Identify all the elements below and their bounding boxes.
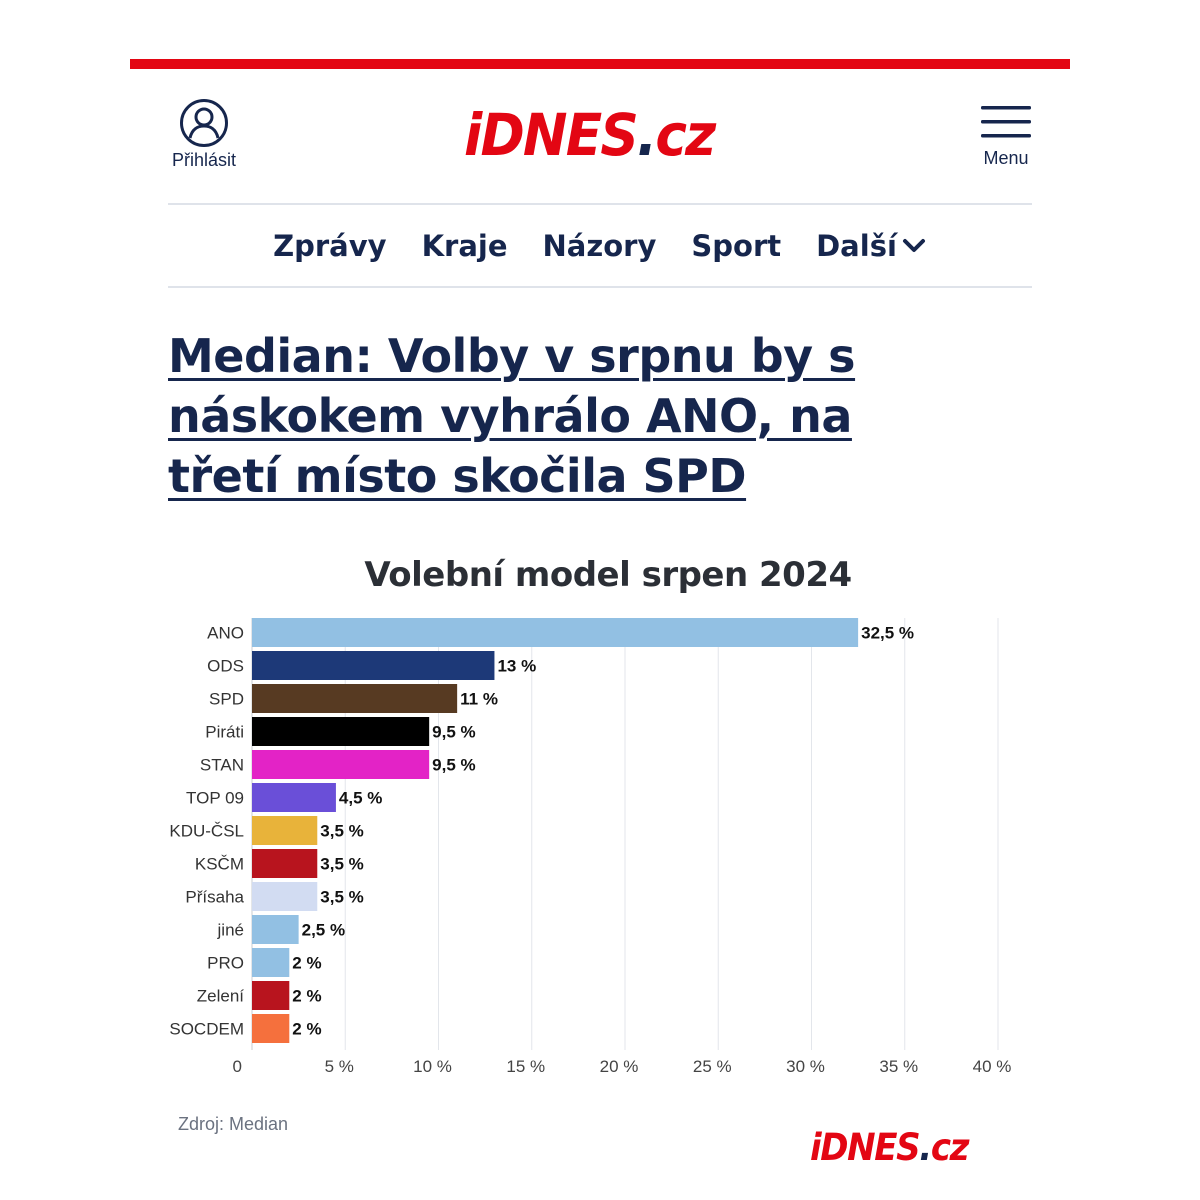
x-tick-label: 30 % [786, 1057, 825, 1076]
category-label: ANO [207, 624, 244, 643]
category-label: KSČM [195, 855, 244, 874]
nav-item-nazory[interactable]: Názory [542, 229, 657, 263]
site-header: Přihlásit iDNES.cz Menu [168, 96, 1032, 176]
bar [252, 651, 495, 680]
bar [252, 915, 299, 944]
category-label: PRO [207, 954, 244, 973]
nav-item-sport[interactable]: Sport [691, 229, 782, 263]
bar [252, 684, 458, 713]
category-label: TOP 09 [186, 789, 244, 808]
chevron-down-icon [902, 239, 925, 252]
bar [252, 618, 859, 647]
x-tick-label: 15 % [506, 1057, 545, 1076]
data-label: 9,5 % [432, 756, 475, 775]
bar [252, 1014, 290, 1043]
x-tick-label: 40 % [973, 1057, 1012, 1076]
article-headline[interactable]: Median: Volby v srpnu by s náskokem vyhr… [168, 329, 856, 503]
x-tick-label: 10 % [413, 1057, 452, 1076]
bar [252, 981, 290, 1010]
menu-label: Menu [983, 148, 1029, 168]
x-tick-label: 25 % [693, 1057, 732, 1076]
data-label: 3,5 % [320, 855, 363, 874]
bar [252, 717, 430, 746]
nav-item-dalsi-label: Další [816, 229, 897, 263]
data-label: 4,5 % [339, 789, 382, 808]
category-label: Piráti [205, 723, 244, 742]
data-label: 3,5 % [320, 822, 363, 841]
category-label: STAN [200, 756, 244, 775]
data-label: 2 % [292, 1020, 321, 1039]
category-label: KDU-ČSL [169, 822, 244, 841]
x-tick-label: 35 % [879, 1057, 918, 1076]
data-label: 32,5 % [861, 624, 914, 643]
user-icon [180, 99, 228, 147]
category-label: SOCDEM [169, 1020, 244, 1039]
data-label: 2,5 % [302, 921, 345, 940]
bar [252, 816, 318, 845]
category-label: Zelení [197, 987, 245, 1006]
data-label: 13 % [497, 657, 536, 676]
idnes-logo[interactable]: iDNES.cz [464, 101, 716, 169]
bar-chart: ANO 32,5 % ODS 13 % SPD 11 % Piráti 9,5 % STAN 9,… [169, 618, 1012, 1076]
bar [252, 948, 290, 977]
x-tick-label: 20 % [600, 1057, 639, 1076]
bar [252, 750, 430, 779]
category-label: SPD [209, 690, 244, 709]
x-tick-label: 0 [233, 1057, 242, 1076]
data-label: 3,5 % [320, 888, 363, 907]
category-label: jiné [217, 921, 244, 940]
nav-item-kraje[interactable]: Kraje [421, 229, 508, 263]
main-nav: Zprávy Kraje Názory Sport Další [168, 222, 1032, 270]
x-tick-label: 5 % [325, 1057, 354, 1076]
chart-source: Zdroj: Median [178, 1114, 289, 1134]
nav-item-dalsi[interactable]: Další [816, 229, 927, 263]
login-label: Přihlásit [171, 150, 237, 170]
nav-divider [168, 286, 1032, 288]
bar [252, 783, 336, 812]
menu-button[interactable]: Menu [980, 104, 1032, 169]
data-label: 9,5 % [432, 723, 475, 742]
bar [252, 849, 318, 878]
login-button[interactable]: Přihlásit [168, 98, 240, 171]
category-label: ODS [207, 657, 244, 676]
footer-idnes-logo: iDNES.cz [810, 1126, 969, 1169]
hamburger-icon [981, 106, 1031, 138]
chart-title: Volební model srpen 2024 [364, 555, 852, 595]
data-label: 2 % [292, 954, 321, 973]
top-accent-bar [130, 59, 1070, 69]
data-label: 2 % [292, 987, 321, 1006]
header-divider [168, 203, 1032, 205]
nav-item-zpravy[interactable]: Zprávy [273, 229, 387, 263]
category-label: Přísaha [185, 888, 244, 907]
bar [252, 882, 318, 911]
data-label: 11 % [460, 690, 498, 709]
